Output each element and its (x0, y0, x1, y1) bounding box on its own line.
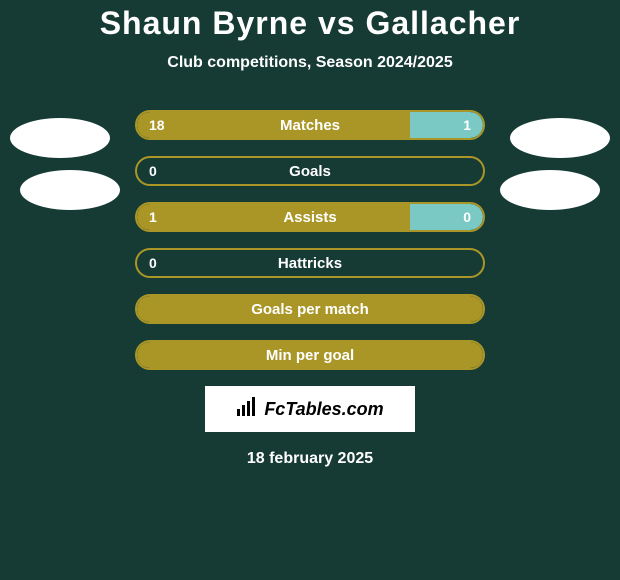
player-avatar-right-1 (510, 118, 610, 158)
stat-bar: Min per goal (135, 340, 485, 370)
stat-bar: 181Matches (135, 110, 485, 140)
stat-bar: 0Hattricks (135, 248, 485, 278)
player-avatar-left-2 (20, 170, 120, 210)
bar-label: Matches (137, 117, 483, 134)
stat-bar: Goals per match (135, 294, 485, 324)
player-avatar-right-2 (500, 170, 600, 210)
bar-label: Hattricks (137, 255, 483, 272)
subtitle: Club competitions, Season 2024/2025 (0, 54, 620, 72)
chart-icon (236, 397, 258, 422)
logo-box: FcTables.com (205, 386, 415, 432)
player-avatar-left-1 (10, 118, 110, 158)
page-title: Shaun Byrne vs Gallacher (0, 5, 620, 42)
comparison-bars: 181Matches 0Goals 10Assists 0Hattricks Goals… (135, 110, 485, 370)
footer-date: 18 february 2025 (0, 450, 620, 468)
stat-bar: 0Goals (135, 156, 485, 186)
logo-text: FcTables.com (264, 399, 383, 420)
bar-label: Min per goal (137, 347, 483, 364)
bar-label: Assists (137, 209, 483, 226)
bar-label: Goals (137, 163, 483, 180)
infographic-container: Shaun Byrne vs Gallacher Club competitio… (0, 0, 620, 468)
stat-bar: 10Assists (135, 202, 485, 232)
bar-label: Goals per match (137, 301, 483, 318)
